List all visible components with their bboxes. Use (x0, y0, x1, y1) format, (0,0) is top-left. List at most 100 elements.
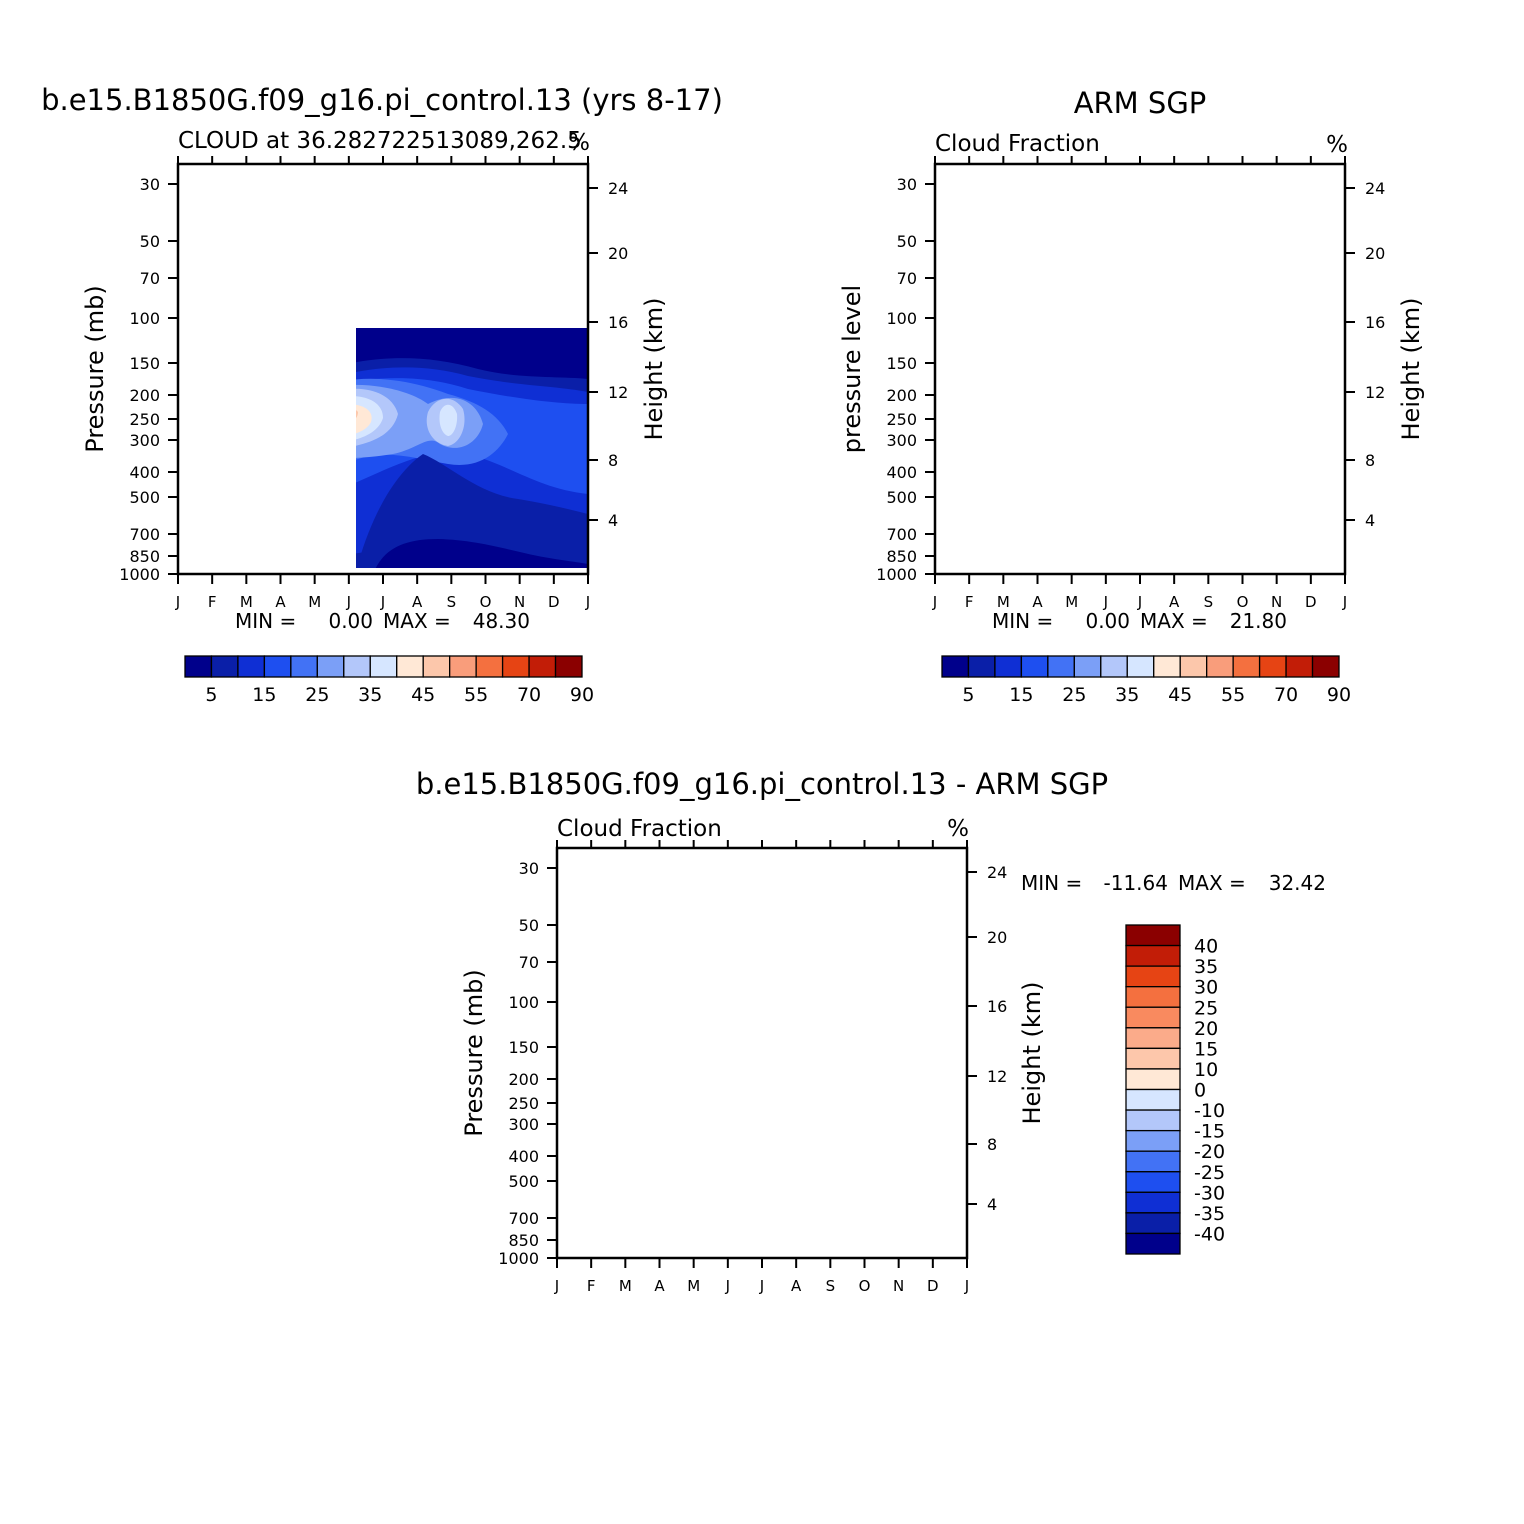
panel-diff-ylabel-right: Height (km) (1018, 982, 1046, 1125)
y-tick-label: 1000 (876, 565, 917, 584)
y-tick-label: 50 (140, 232, 160, 251)
panel-diff-max-value: 32.42 (1269, 871, 1326, 895)
panel-model-stats: MIN = 0.00 MAX = 48.30 (235, 609, 530, 633)
panel-model-min-label: MIN = (235, 609, 296, 633)
colorbar-swatch (1125, 1171, 1181, 1193)
colorbar-swatch (1125, 1047, 1181, 1070)
colorbar-swatch (1258, 655, 1287, 678)
y-tick-label: 250 (508, 1094, 539, 1113)
colorbar-swatch (1073, 655, 1102, 678)
y-tick-label: 250 (886, 410, 917, 429)
x-tick-label: M (997, 593, 1010, 611)
x-tick-label: N (1271, 593, 1282, 611)
colorbar-swatch (1125, 924, 1181, 947)
y-right-tick-label: 4 (1365, 511, 1375, 530)
contour-layers (935, 164, 1345, 574)
colorbar-label: 35 (1115, 684, 1139, 706)
x-tick-label: D (548, 593, 560, 611)
colorbar-label: 25 (1062, 684, 1086, 706)
colorbar-label: -10 (1194, 1100, 1225, 1122)
y-tick-label: 70 (140, 269, 160, 288)
panel-obs-stats: MIN = 0.00 MAX = 21.80 (992, 609, 1287, 633)
panel-obs-ylabel: pressure level (838, 285, 866, 453)
contour-band (1130, 520, 1181, 543)
y-tick-label: 30 (519, 859, 539, 878)
colorbar-label: 45 (411, 684, 435, 706)
colorbar-label: -20 (1194, 1141, 1225, 1163)
contour-band (1225, 547, 1345, 574)
colorbar-swatch (184, 655, 213, 678)
y-tick-label: 200 (508, 1070, 539, 1089)
colorbar-label: 10 (1194, 1059, 1218, 1081)
contour-band (667, 1064, 840, 1130)
colorbar-label: 25 (1194, 997, 1218, 1019)
colorbar-swatch (1311, 655, 1340, 678)
colorbar-swatch (1125, 1232, 1181, 1255)
colorbar-swatch (554, 655, 583, 678)
colorbar-swatch (1285, 655, 1314, 678)
x-tick-label: F (208, 593, 217, 611)
colorbar-swatch (396, 655, 424, 678)
colorbar-swatch (994, 655, 1023, 678)
y-right-tick-label: 16 (1365, 313, 1385, 332)
panel-diff-min-label: MIN = (1021, 871, 1082, 895)
colorbar-swatch (290, 655, 318, 678)
panel-diff-max-label: MAX = (1178, 871, 1246, 895)
x-tick-label: N (514, 593, 525, 611)
colorbar-swatch (263, 655, 292, 678)
x-tick-label: M (308, 593, 321, 611)
x-tick-label: O (1237, 593, 1249, 611)
x-tick-label: S (1204, 593, 1214, 611)
panel-diff-title: b.e15.B1850G.f09_g16.pi_control.13 - ARM… (416, 767, 1108, 801)
colorbar-swatch (475, 655, 504, 678)
colorbar-label: 5 (962, 684, 974, 706)
colorbar-label: -40 (1194, 1223, 1225, 1245)
y-right-tick-label: 24 (608, 179, 628, 198)
panel-model-axes: J F M A M J J A S O N D J 30 50 70 100 150 200 250 300 400 500… (119, 156, 628, 611)
contour-band (373, 539, 588, 574)
colorbar-label: 5 (205, 684, 217, 706)
y-right-tick-label: 24 (987, 863, 1007, 882)
y-tick-label: 1000 (119, 565, 160, 584)
colorbar-label: -30 (1194, 1182, 1225, 1204)
x-tick-label: J (932, 593, 937, 611)
colorbar-swatch (1179, 655, 1208, 678)
colorbar-swatch (1153, 655, 1181, 678)
colorbar-swatch (1126, 655, 1155, 678)
colorbar-label: 15 (1009, 684, 1033, 706)
colorbar-swatch (1125, 1212, 1181, 1235)
y-tick-label: 300 (886, 431, 917, 450)
contour-band (557, 848, 967, 1258)
colorbar-swatch (967, 655, 996, 678)
y-tick-label: 400 (129, 463, 160, 482)
y-right-tick-label: 12 (987, 1067, 1007, 1086)
contour-band (557, 926, 967, 1011)
y-right-tick-label: 16 (987, 997, 1007, 1016)
colorbar-swatch (1206, 655, 1234, 678)
panel-diff-axes: J F M A M J J A S O N D J 30 50 70 100 150 200 250 300 400 500… (498, 840, 1007, 1295)
x-tick-label: A (412, 593, 423, 611)
panel-diff-stats: MIN = -11.64 MAX = 32.42 (1021, 871, 1326, 895)
x-tick-label: J (175, 593, 180, 611)
colorbar-label: -15 (1194, 1121, 1225, 1143)
panel-model-max-value: 48.30 (473, 609, 530, 633)
colorbar-label: 55 (1221, 684, 1245, 706)
colorbar-swatch (528, 655, 557, 678)
colorbar-label: 90 (1327, 684, 1351, 706)
panel-obs-subtitle: Cloud Fraction (935, 131, 1100, 157)
x-tick-label: A (1169, 593, 1180, 611)
y-tick-label: 500 (508, 1172, 539, 1191)
colorbar-swatch (1125, 1027, 1181, 1050)
panel-obs-axes: J F M A M J J A S O N D J 30 50 70 100 150 200 250 300 400 500… (876, 156, 1385, 611)
y-tick-label: 1000 (498, 1249, 539, 1268)
panel-diff-min-value: -11.64 (1104, 871, 1168, 895)
x-tick-label: J (585, 593, 590, 611)
colorbar-swatch (343, 655, 371, 678)
panel-model-contour-field (356, 328, 588, 574)
contour-band (557, 1216, 967, 1258)
x-tick-label: O (480, 593, 492, 611)
contour-layers (356, 328, 588, 574)
y-tick-label: 150 (508, 1038, 539, 1057)
contour-band (581, 1174, 917, 1231)
